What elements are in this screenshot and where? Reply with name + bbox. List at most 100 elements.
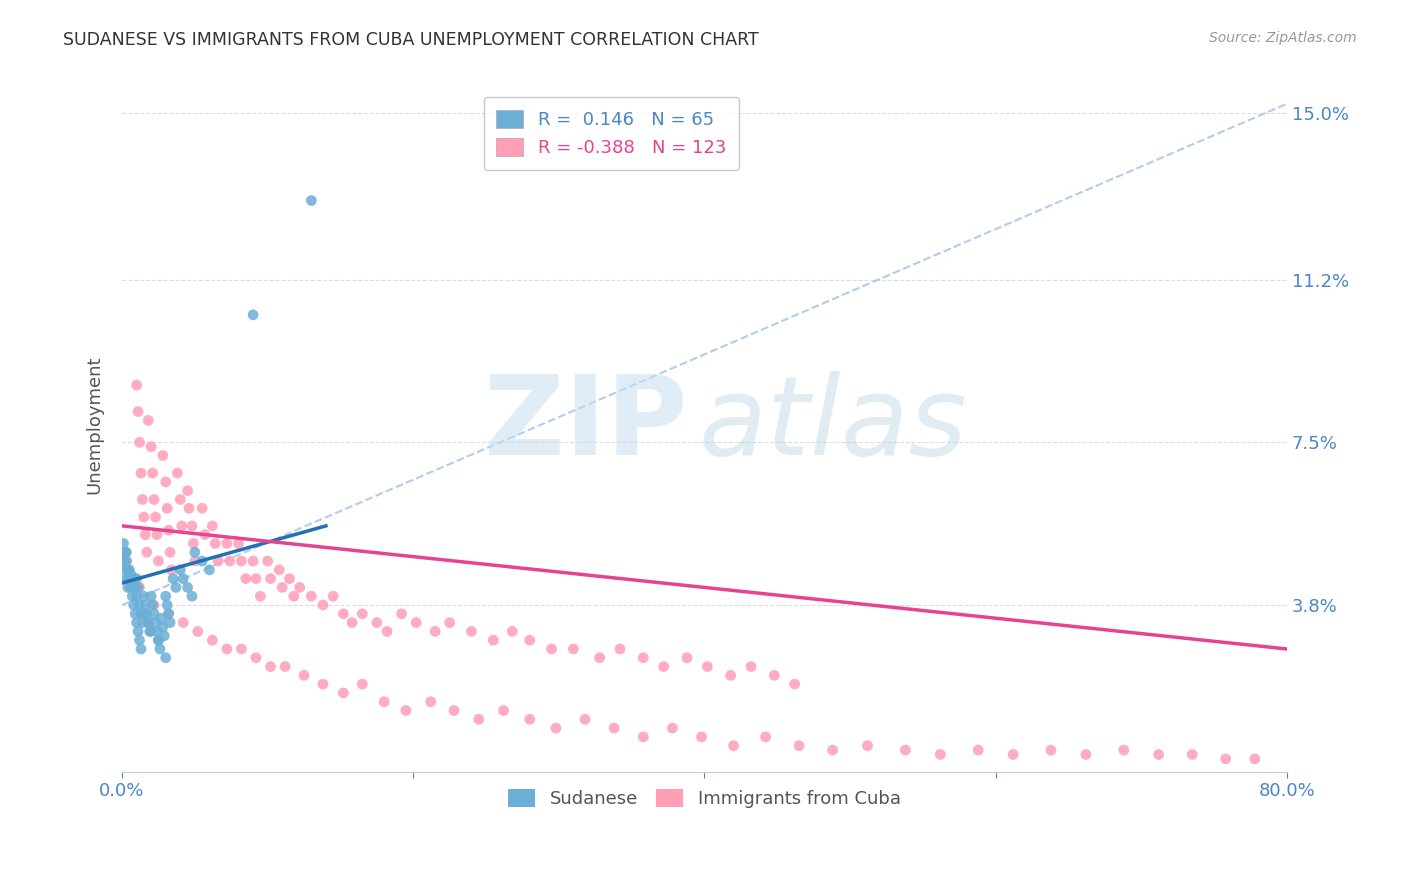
Point bbox=[181, 519, 204, 533]
Point bbox=[763, 668, 786, 682]
Point bbox=[132, 510, 155, 524]
Point bbox=[122, 598, 145, 612]
Point bbox=[274, 659, 297, 673]
Point bbox=[312, 677, 335, 691]
Point bbox=[259, 572, 281, 586]
Point bbox=[676, 650, 699, 665]
Point bbox=[141, 589, 163, 603]
Point bbox=[129, 466, 152, 480]
Point bbox=[967, 743, 990, 757]
Point bbox=[395, 704, 418, 718]
Point bbox=[501, 624, 523, 639]
Point bbox=[129, 642, 152, 657]
Point bbox=[723, 739, 745, 753]
Point bbox=[191, 501, 214, 516]
Point bbox=[136, 615, 159, 630]
Point bbox=[115, 554, 138, 568]
Point bbox=[143, 607, 166, 621]
Point bbox=[157, 523, 180, 537]
Point bbox=[134, 527, 156, 541]
Point bbox=[118, 572, 141, 586]
Point bbox=[540, 642, 562, 657]
Point bbox=[299, 194, 322, 208]
Text: SUDANESE VS IMMIGRANTS FROM CUBA UNEMPLOYMENT CORRELATION CHART: SUDANESE VS IMMIGRANTS FROM CUBA UNEMPLO… bbox=[63, 31, 759, 49]
Point bbox=[278, 572, 301, 586]
Point bbox=[218, 554, 240, 568]
Point bbox=[114, 563, 136, 577]
Point bbox=[125, 378, 148, 392]
Point bbox=[783, 677, 806, 691]
Point bbox=[574, 712, 596, 726]
Point bbox=[259, 659, 281, 673]
Point bbox=[155, 475, 177, 489]
Point bbox=[118, 572, 141, 586]
Point bbox=[1147, 747, 1170, 762]
Point bbox=[312, 598, 335, 612]
Point bbox=[122, 572, 145, 586]
Point bbox=[633, 730, 655, 744]
Point bbox=[482, 633, 505, 648]
Point bbox=[405, 615, 427, 630]
Text: ZIP: ZIP bbox=[484, 371, 688, 478]
Point bbox=[117, 581, 139, 595]
Point bbox=[125, 572, 148, 586]
Point bbox=[120, 581, 142, 595]
Point bbox=[603, 721, 626, 735]
Point bbox=[152, 620, 174, 634]
Point bbox=[340, 615, 363, 630]
Point bbox=[299, 589, 322, 603]
Point bbox=[787, 739, 810, 753]
Point bbox=[215, 642, 238, 657]
Point bbox=[661, 721, 683, 735]
Point bbox=[184, 554, 207, 568]
Point bbox=[160, 563, 183, 577]
Point bbox=[145, 510, 167, 524]
Point bbox=[652, 659, 675, 673]
Point bbox=[690, 730, 713, 744]
Point bbox=[184, 545, 207, 559]
Point bbox=[242, 554, 264, 568]
Point bbox=[609, 642, 631, 657]
Point bbox=[292, 668, 315, 682]
Point bbox=[201, 519, 224, 533]
Point bbox=[1243, 752, 1265, 766]
Point bbox=[131, 615, 153, 630]
Point bbox=[929, 747, 952, 762]
Point bbox=[159, 615, 181, 630]
Point bbox=[135, 545, 157, 559]
Point bbox=[112, 536, 135, 550]
Point bbox=[183, 536, 205, 550]
Point bbox=[194, 527, 217, 541]
Point bbox=[198, 563, 221, 577]
Point bbox=[373, 695, 395, 709]
Point bbox=[150, 611, 173, 625]
Point bbox=[145, 615, 167, 630]
Legend: Sudanese, Immigrants from Cuba: Sudanese, Immigrants from Cuba bbox=[501, 781, 908, 815]
Point bbox=[332, 686, 354, 700]
Point bbox=[468, 712, 491, 726]
Point bbox=[120, 567, 142, 582]
Point bbox=[391, 607, 413, 621]
Point bbox=[117, 563, 139, 577]
Point bbox=[124, 581, 146, 595]
Point bbox=[128, 581, 150, 595]
Point bbox=[215, 536, 238, 550]
Point bbox=[112, 554, 135, 568]
Point bbox=[132, 589, 155, 603]
Point bbox=[157, 607, 180, 621]
Point bbox=[245, 650, 267, 665]
Point bbox=[159, 545, 181, 559]
Point bbox=[204, 536, 226, 550]
Text: Source: ZipAtlas.com: Source: ZipAtlas.com bbox=[1209, 31, 1357, 45]
Point bbox=[633, 650, 655, 665]
Point bbox=[121, 589, 143, 603]
Y-axis label: Unemployment: Unemployment bbox=[86, 356, 103, 494]
Point bbox=[352, 607, 374, 621]
Point bbox=[143, 598, 166, 612]
Point bbox=[1074, 747, 1097, 762]
Text: atlas: atlas bbox=[699, 371, 967, 478]
Point bbox=[157, 607, 180, 621]
Point bbox=[1002, 747, 1025, 762]
Point bbox=[245, 572, 267, 586]
Point bbox=[755, 730, 778, 744]
